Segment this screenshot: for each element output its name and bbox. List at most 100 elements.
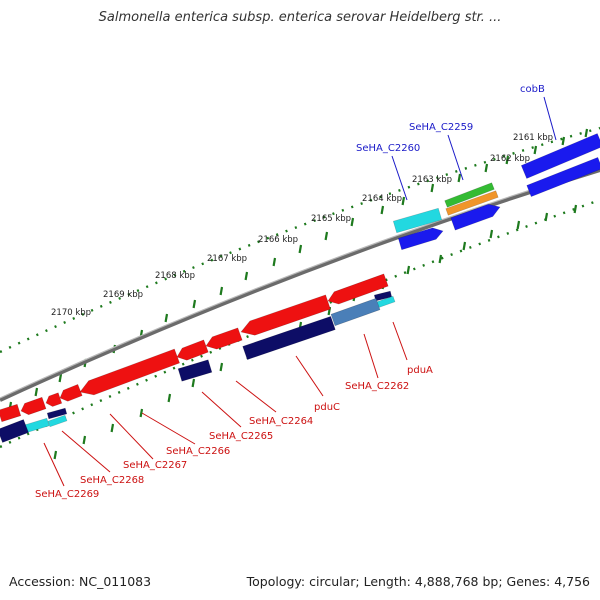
scale-label: 2166 kbp bbox=[258, 235, 298, 245]
scale-tick bbox=[584, 128, 589, 138]
scale-tick bbox=[298, 244, 303, 254]
scale-label: 2163 kbp bbox=[412, 175, 452, 185]
scale-labels: 2161 kbp 2162 kbp 2163 kbp 2164 kbp 2165 kbp… bbox=[51, 133, 553, 318]
scale-tick bbox=[573, 204, 578, 214]
gene-arrow[interactable] bbox=[526, 157, 600, 197]
gene-label-seha-c2268[interactable]: SeHA_C2268 bbox=[80, 475, 144, 486]
gene-arrow[interactable] bbox=[46, 407, 68, 420]
scale-tick bbox=[164, 313, 169, 323]
gene-label-cobb[interactable]: cobB bbox=[520, 84, 545, 95]
gene-arrow[interactable] bbox=[20, 396, 47, 416]
scale-tick bbox=[139, 408, 144, 418]
gene-arrow[interactable] bbox=[205, 327, 243, 350]
scale-label: 2167 kbp bbox=[207, 254, 247, 264]
gene-arrow[interactable] bbox=[520, 133, 600, 179]
gene-label-seha-c2267[interactable]: SeHA_C2267 bbox=[123, 460, 187, 471]
scale-tick bbox=[272, 257, 277, 267]
label-leader-line bbox=[392, 321, 408, 361]
scale-tick bbox=[438, 254, 443, 264]
scale-tick bbox=[192, 299, 197, 309]
gene-label-seha-c2262[interactable]: SeHA_C2262 bbox=[345, 381, 409, 392]
gene-arrow[interactable] bbox=[45, 392, 63, 407]
scale-tick bbox=[350, 217, 355, 227]
scale-tick bbox=[401, 196, 406, 206]
scale-tick bbox=[406, 265, 411, 275]
scale-tick bbox=[561, 136, 566, 146]
scale-tick bbox=[462, 241, 467, 251]
label-leader-line bbox=[363, 333, 379, 379]
scale-tick bbox=[58, 373, 63, 383]
gene-arrow[interactable] bbox=[444, 182, 495, 208]
gene-arrow[interactable] bbox=[445, 190, 499, 216]
scale-label: 2169 kbp bbox=[103, 290, 143, 300]
gene-arrow[interactable] bbox=[177, 359, 213, 382]
gene-labels: cobB SeHA_C2259 SeHA_C2260 pduA SeHA_C2262pd… bbox=[35, 84, 545, 500]
gene-label-seha-c2265[interactable]: SeHA_C2265 bbox=[209, 431, 273, 442]
label-leader-line bbox=[43, 442, 65, 487]
gene-label-seha-c2266[interactable]: SeHA_C2266 bbox=[166, 446, 230, 457]
scale-label: 2164 kbp bbox=[362, 194, 402, 204]
scale-tick bbox=[110, 423, 115, 433]
scale-tick bbox=[324, 231, 329, 241]
gene-arrow[interactable] bbox=[59, 384, 83, 402]
scale-tick bbox=[380, 205, 385, 215]
gene-label-seha-c2260[interactable]: SeHA_C2260 bbox=[356, 143, 420, 154]
genome-backbone bbox=[0, 168, 600, 402]
scale-tick bbox=[516, 220, 521, 230]
label-leader-line bbox=[201, 391, 242, 428]
gene-label-pduc[interactable]: pduC bbox=[314, 402, 340, 413]
scale-label: 2165 kbp bbox=[311, 214, 351, 224]
gene-arrow[interactable] bbox=[240, 294, 331, 336]
gene-arrow[interactable] bbox=[242, 316, 336, 360]
label-leader-line bbox=[447, 134, 464, 181]
scale-tick bbox=[244, 271, 249, 281]
scale-tick bbox=[544, 212, 549, 222]
scale-tick bbox=[82, 435, 87, 445]
gene-label-pdua[interactable]: pduA bbox=[407, 365, 433, 376]
label-leader-line bbox=[391, 155, 408, 201]
gene-label-seha-c2259[interactable]: SeHA_C2259 bbox=[409, 122, 473, 133]
genome-backbone-highlight bbox=[0, 167, 600, 399]
gene-arrow[interactable] bbox=[0, 403, 22, 423]
scale-tick bbox=[430, 183, 435, 193]
gene-arrow[interactable] bbox=[79, 348, 180, 396]
gene-arrow[interactable] bbox=[450, 203, 501, 231]
genome-summary-text: Topology: circular; Length: 4,888,768 bp… bbox=[246, 574, 590, 589]
scale-label: 2170 kbp bbox=[51, 308, 91, 318]
label-leader-line bbox=[109, 413, 154, 460]
label-leader-line bbox=[61, 430, 111, 473]
scale-tick bbox=[489, 229, 494, 239]
scale-tick bbox=[53, 450, 58, 460]
label-leader-line bbox=[543, 96, 557, 141]
accession-text: Accession: NC_011083 bbox=[9, 574, 152, 589]
gene-label-seha-c2269[interactable]: SeHA_C2269 bbox=[35, 489, 99, 500]
scale-tick bbox=[167, 393, 172, 403]
scale-tick bbox=[457, 173, 462, 183]
scale-tick bbox=[219, 362, 224, 372]
scale-tick bbox=[34, 387, 39, 397]
scale-tick bbox=[533, 145, 538, 155]
scale-tick bbox=[484, 163, 489, 173]
scale-label: 2161 kbp bbox=[513, 133, 553, 143]
genome-title: Salmonella enterica subsp. enterica sero… bbox=[98, 10, 502, 25]
label-leader-line bbox=[295, 355, 324, 397]
label-leader-line bbox=[141, 412, 196, 445]
gene-arrow[interactable] bbox=[397, 227, 444, 251]
gene-label-seha-c2264[interactable]: SeHA_C2264 bbox=[249, 416, 313, 427]
gene-arrow[interactable] bbox=[330, 297, 381, 327]
scale-ticks bbox=[8, 128, 589, 460]
scale-tick bbox=[505, 155, 510, 165]
scale-label: 2162 kbp bbox=[490, 154, 530, 164]
label-leader-lines bbox=[43, 96, 557, 487]
gene-arrow[interactable] bbox=[0, 419, 29, 443]
label-leader-line bbox=[235, 380, 277, 413]
gene-arrow[interactable] bbox=[47, 414, 68, 428]
gene-arrow[interactable] bbox=[392, 207, 443, 234]
scale-tick bbox=[191, 378, 196, 388]
scale-label: 2168 kbp bbox=[155, 271, 195, 281]
gene-arrow[interactable] bbox=[176, 339, 209, 361]
scale-tick bbox=[219, 286, 224, 296]
gene-arrow[interactable] bbox=[327, 273, 389, 305]
